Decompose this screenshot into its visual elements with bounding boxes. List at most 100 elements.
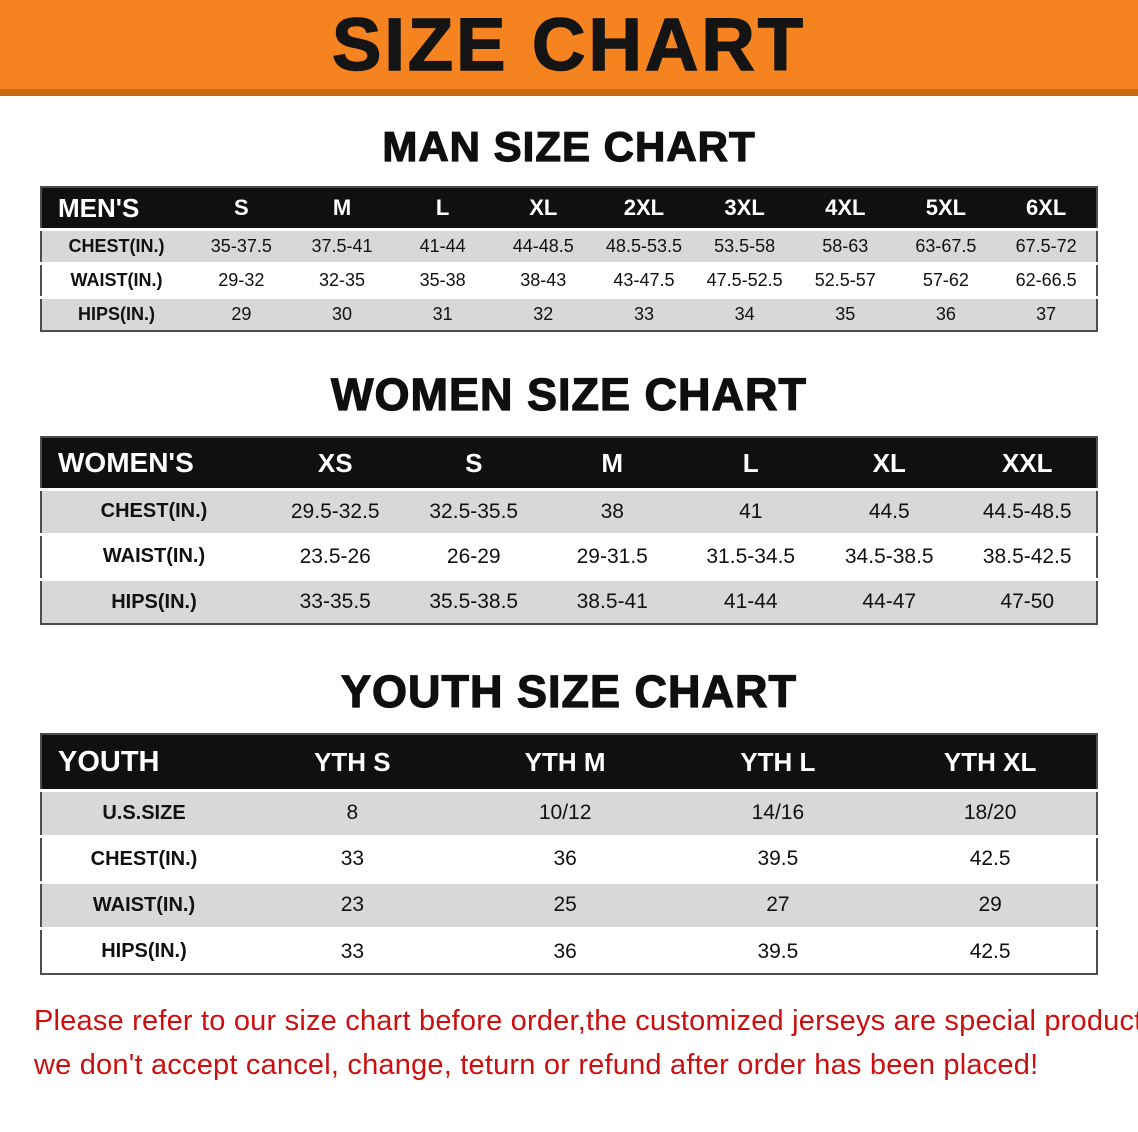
size-column-header: XL (492, 187, 594, 230)
women-size-table: WOMEN'S XS S M L XL XXL CHEST(IN.) 29.5-32.5 32.5… (40, 436, 1098, 626)
table-row: WAIST(IN.) 23 25 27 29 (41, 880, 1097, 929)
size-value-cell: 29 (191, 295, 292, 332)
size-value-cell: 35 (794, 295, 896, 332)
size-value-cell: 35.5-38.5 (404, 577, 543, 625)
table-row: CHEST(IN.) 35-37.5 37.5-41 41-44 44-48.5 48.5… (41, 227, 1097, 264)
men-section-heading: MAN SIZE CHART (382, 122, 756, 170)
size-value-cell: 34 (694, 295, 795, 332)
youth-size-section: YOUTH SIZE CHART YOUTH YTH S YTH M YTH L YTH… (0, 665, 1138, 976)
table-header-row: YOUTH YTH S YTH M YTH L YTH XL (41, 734, 1097, 791)
size-value-cell: 35-37.5 (191, 227, 292, 264)
table-row: WAIST(IN.) 23.5-26 26-29 29-31.5 31.5-34.5 34… (41, 532, 1097, 580)
size-value-cell: 36 (458, 834, 672, 883)
size-column-header: 5XL (895, 187, 997, 230)
size-value-cell: 44-47 (820, 577, 959, 625)
table-corner-label: YOUTH (41, 734, 246, 791)
size-value-cell: 41-44 (392, 227, 493, 264)
size-value-cell: 47-50 (958, 577, 1097, 625)
size-value-cell: 43-47.5 (593, 261, 695, 298)
size-value-cell: 30 (291, 295, 393, 332)
size-chart-banner: SIZE CHART (0, 0, 1138, 96)
table-header-row: WOMEN'S XS S M L XL XXL (41, 437, 1097, 490)
size-column-header: S (404, 437, 543, 490)
size-value-cell: 37.5-41 (291, 227, 393, 264)
size-value-cell: 44.5 (820, 487, 959, 535)
size-value-cell: 63-67.5 (895, 227, 997, 264)
row-label: WAIST(IN.) (41, 880, 246, 929)
size-column-header: L (681, 437, 820, 490)
size-value-cell: 26-29 (404, 532, 543, 580)
size-value-cell: 57-62 (895, 261, 997, 298)
size-value-cell: 38-43 (492, 261, 594, 298)
size-value-cell: 44-48.5 (492, 227, 594, 264)
size-column-header: M (291, 187, 393, 230)
size-value-cell: 33 (246, 926, 459, 975)
size-value-cell: 39.5 (671, 926, 885, 975)
youth-size-table: YOUTH YTH S YTH M YTH L YTH XL U.S.SIZE 8 10/12… (40, 733, 1098, 976)
size-value-cell: 31 (392, 295, 493, 332)
row-label: CHEST(IN.) (41, 487, 266, 535)
size-value-cell: 38 (543, 487, 682, 535)
men-size-table: MEN'S S M L XL 2XL 3XL 4XL 5XL 6XL CHEST(IN.) 35-37… (40, 186, 1098, 333)
size-column-header: 4XL (794, 187, 896, 230)
size-value-cell: 62-66.5 (996, 261, 1097, 298)
table-row: HIPS(IN.) 33-35.5 35.5-38.5 38.5-41 41-44 44-… (41, 577, 1097, 625)
row-label: HIPS(IN.) (41, 295, 191, 332)
size-column-header: XS (266, 437, 405, 490)
row-label: CHEST(IN.) (41, 227, 191, 264)
banner-title: SIZE CHART (331, 2, 806, 87)
size-value-cell: 33 (593, 295, 695, 332)
size-value-cell: 41-44 (681, 577, 820, 625)
size-value-cell: 23.5-26 (266, 532, 405, 580)
row-label: U.S.SIZE (41, 788, 246, 837)
row-label: WAIST(IN.) (41, 532, 266, 580)
disclaimer-line-1: Please refer to our size chart before or… (34, 1005, 1138, 1038)
size-column-header: YTH L (671, 734, 885, 791)
table-row: U.S.SIZE 8 10/12 14/16 18/20 (41, 788, 1097, 837)
size-column-header: XL (820, 437, 959, 490)
table-row: WAIST(IN.) 29-32 32-35 35-38 38-43 43-47.5 47.… (41, 261, 1097, 298)
youth-section-heading: YOUTH SIZE CHART (340, 666, 797, 718)
size-value-cell: 33 (246, 834, 459, 883)
size-value-cell: 44.5-48.5 (958, 487, 1097, 535)
size-value-cell: 33-35.5 (266, 577, 405, 625)
size-column-header: S (191, 187, 292, 230)
size-value-cell: 14/16 (671, 788, 885, 837)
size-value-cell: 32.5-35.5 (404, 487, 543, 535)
size-value-cell: 18/20 (884, 788, 1097, 837)
size-value-cell: 37 (996, 295, 1097, 332)
table-corner-label: MEN'S (41, 187, 191, 230)
size-value-cell: 34.5-38.5 (820, 532, 959, 580)
size-value-cell: 41 (681, 487, 820, 535)
size-value-cell: 58-63 (794, 227, 896, 264)
size-value-cell: 29.5-32.5 (266, 487, 405, 535)
size-column-header: YTH M (458, 734, 672, 791)
size-value-cell: 29 (884, 880, 1097, 929)
size-column-header: 3XL (694, 187, 795, 230)
size-value-cell: 48.5-53.5 (593, 227, 695, 264)
row-label: CHEST(IN.) (41, 834, 246, 883)
table-header-row: MEN'S S M L XL 2XL 3XL 4XL 5XL 6XL (41, 187, 1097, 230)
men-size-section: MAN SIZE CHART MEN'S S M L XL 2XL 3XL 4XL 5XL 6XL… (0, 122, 1138, 333)
size-column-header: YTH S (246, 734, 459, 791)
size-value-cell: 35-38 (392, 261, 493, 298)
row-label: HIPS(IN.) (41, 926, 246, 975)
size-value-cell: 29-31.5 (543, 532, 682, 580)
size-column-header: 6XL (996, 187, 1097, 230)
size-column-header: YTH XL (884, 734, 1097, 791)
size-value-cell: 36 (895, 295, 997, 332)
size-value-cell: 38.5-42.5 (958, 532, 1097, 580)
size-value-cell: 8 (246, 788, 459, 837)
table-row: HIPS(IN.) 33 36 39.5 42.5 (41, 926, 1097, 975)
size-value-cell: 53.5-58 (694, 227, 795, 264)
size-value-cell: 27 (671, 880, 885, 929)
table-row: HIPS(IN.) 29 30 31 32 33 34 35 36 37 (41, 295, 1097, 332)
size-value-cell: 10/12 (458, 788, 672, 837)
size-value-cell: 42.5 (884, 926, 1097, 975)
disclaimer-line-2: we don't accept cancel, change, teturn o… (34, 1049, 1039, 1082)
women-size-section: WOMEN SIZE CHART WOMEN'S XS S M L XL XXL CHEST(… (0, 368, 1138, 626)
table-row: CHEST(IN.) 29.5-32.5 32.5-35.5 38 41 44.5 44.5… (41, 487, 1097, 535)
size-value-cell: 29-32 (191, 261, 292, 298)
size-value-cell: 42.5 (884, 834, 1097, 883)
size-value-cell: 52.5-57 (794, 261, 896, 298)
